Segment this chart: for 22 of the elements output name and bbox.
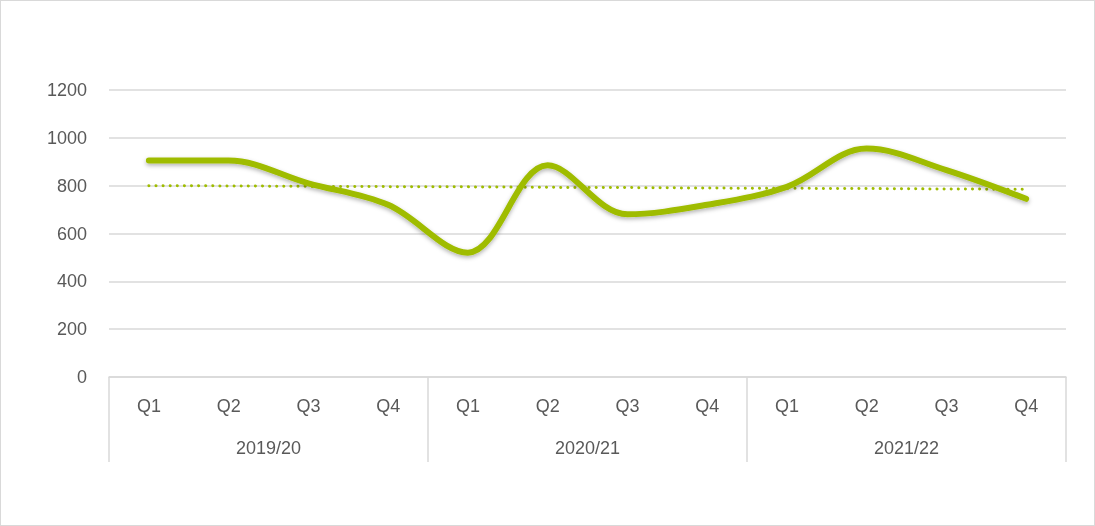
y-tick-label: 600 xyxy=(56,223,87,244)
text: 2021/22 xyxy=(873,438,940,458)
x-tick-label: Q2 xyxy=(854,396,879,416)
text: 2019/20 xyxy=(235,438,302,458)
x-tick-label: Q2 xyxy=(216,396,241,416)
y-tick-label: 1000 xyxy=(46,127,87,148)
x-tick-label: Q4 xyxy=(1014,396,1039,416)
x-tick-label: Q4 xyxy=(376,396,401,416)
x-tick-label: Q2 xyxy=(535,396,560,416)
y-tick-label: 1200 xyxy=(46,80,87,100)
x-tick-label: Q4 xyxy=(695,396,720,416)
y-tick-label: 400 xyxy=(56,271,87,292)
x-tick-label: Q1 xyxy=(455,396,480,416)
text: 2020/21 xyxy=(554,438,621,458)
y-tick-label: 0 xyxy=(76,367,87,387)
y-tick-label: 200 xyxy=(56,319,87,340)
y-tick-label: 800 xyxy=(56,175,87,196)
x-tick-label: Q1 xyxy=(774,396,799,416)
x-tick-label: Q3 xyxy=(615,396,640,416)
x-tick-label: Q3 xyxy=(934,396,959,416)
x-tick-label: Q3 xyxy=(296,396,321,416)
x-tick-label: Q1 xyxy=(136,396,161,416)
